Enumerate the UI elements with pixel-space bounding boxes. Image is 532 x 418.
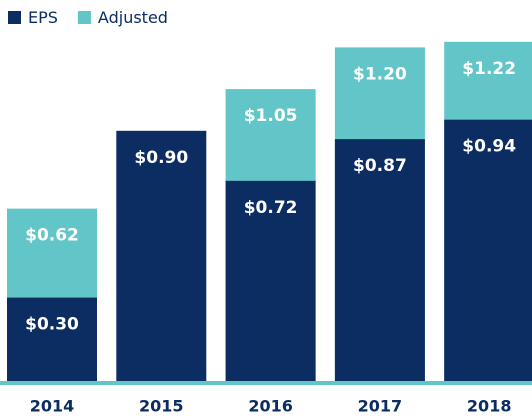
baseline [0,381,532,385]
legend-label: EPS [28,8,58,27]
legend-label: Adjusted [98,8,168,27]
value-label: $0.90 [134,148,188,168]
x-tick-label: 2014 [30,397,75,416]
legend-swatch [8,11,21,24]
value-label: $0.72 [244,198,298,218]
bar [116,130,207,381]
value-label: $0.62 [25,226,79,246]
value-label: $0.30 [25,315,79,335]
value-label: $0.87 [353,156,407,176]
value-label: $1.22 [462,59,516,79]
bar [7,297,97,381]
bar [225,180,316,381]
x-tick-label: 2018 [467,397,512,416]
x-tick-label: 2016 [248,397,293,416]
bar [334,139,425,381]
value-label: $0.94 [462,137,516,157]
value-label: $1.20 [353,64,407,84]
x-tick-label: 2017 [358,397,403,416]
value-label: $1.05 [244,106,298,126]
x-tick-label: 2015 [139,397,184,416]
legend-swatch [77,11,91,24]
bar [444,119,532,382]
